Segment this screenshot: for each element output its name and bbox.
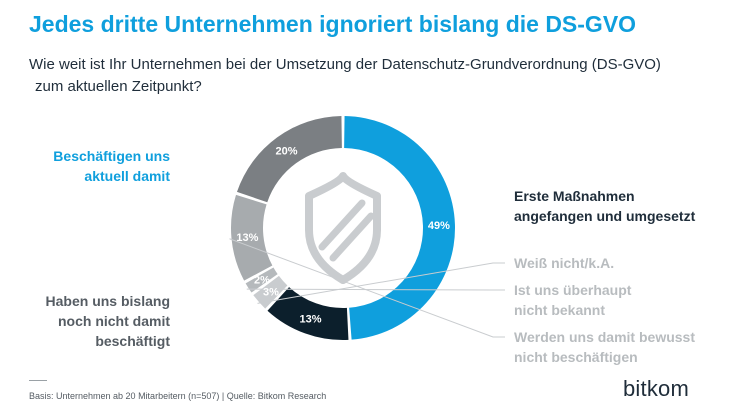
slice-percent-labels: 49% 13% 3%2% 13% 20%	[236, 145, 450, 325]
label-weiss-line-1: Weiß nicht/k.A.	[514, 255, 615, 271]
donut-slice-3	[253, 275, 288, 309]
donut-slice-5	[230, 194, 273, 281]
chart-title: Jedes dritte Unternehmen ignoriert bisla…	[29, 11, 637, 37]
footnote-divider	[29, 380, 47, 381]
donut-slices	[230, 116, 456, 340]
label-beschaeftigen-line-2: aktuell damit	[84, 168, 170, 184]
subtitle-line-1: Wie weit ist Ihr Unternehmen bei der Ums…	[29, 56, 661, 73]
label-beschaeftigen: Beschäftigen uns aktuell damit	[20, 146, 170, 186]
slice-label-3: 3%	[263, 286, 279, 298]
slice-label-4: 2%	[254, 274, 270, 286]
label-bekannt-line-1: Ist uns überhaupt	[514, 282, 632, 298]
footnote: Basis: Unternehmen ab 20 Mitarbeitern (n…	[29, 391, 327, 401]
slice-label-2: 13%	[299, 313, 321, 325]
slice-label-5: 13%	[236, 232, 258, 244]
label-beschaeftigen-line-1: Beschäftigen uns	[53, 148, 170, 164]
donut-slice-4	[245, 267, 278, 293]
donut-slice-1	[344, 116, 456, 340]
label-bewusst-line-2: nicht beschäftigen	[514, 349, 638, 365]
shield-icon	[305, 172, 381, 284]
label-bekannt-line-2: nicht bekannt	[514, 302, 606, 318]
label-bewusst-nicht: Werden uns damit bewusst nicht beschäfti…	[514, 327, 724, 367]
leader-line-2	[246, 288, 505, 291]
label-haben-line-1: Haben uns bislang	[45, 293, 170, 309]
label-erste-massnahmen: Erste Maßnahmen angefangen und umgesetzt	[514, 186, 724, 226]
label-bewusst-line-1: Werden uns damit bewusst	[514, 329, 695, 345]
label-weiss-nicht: Weiß nicht/k.A.	[514, 253, 714, 273]
donut-slice-6	[236, 116, 342, 203]
leader-line-3	[229, 238, 505, 338]
leader-lines	[229, 238, 505, 338]
label-haben-line-2: noch nicht damit	[58, 313, 170, 329]
subtitle-line-2: zum aktuellen Zeitpunkt?	[35, 78, 202, 95]
bitkom-logo: bitkom	[623, 376, 689, 401]
label-nicht-bekannt: Ist uns überhaupt nicht bekannt	[514, 280, 714, 320]
label-haben-line-3: beschäftigt	[95, 333, 170, 349]
donut-slice-2	[267, 287, 349, 340]
leader-line-1	[257, 262, 505, 304]
label-erste-line-1: Erste Maßnahmen	[514, 188, 635, 204]
slice-label-6: 20%	[276, 145, 298, 157]
label-haben-uns-bislang: Haben uns bislang noch nicht damit besch…	[20, 291, 170, 351]
chart-subtitle: Wie weit ist Ihr Unternehmen bei der Ums…	[29, 54, 709, 98]
slice-label-1: 49%	[428, 220, 450, 232]
label-erste-line-2: angefangen und umgesetzt	[514, 208, 696, 224]
